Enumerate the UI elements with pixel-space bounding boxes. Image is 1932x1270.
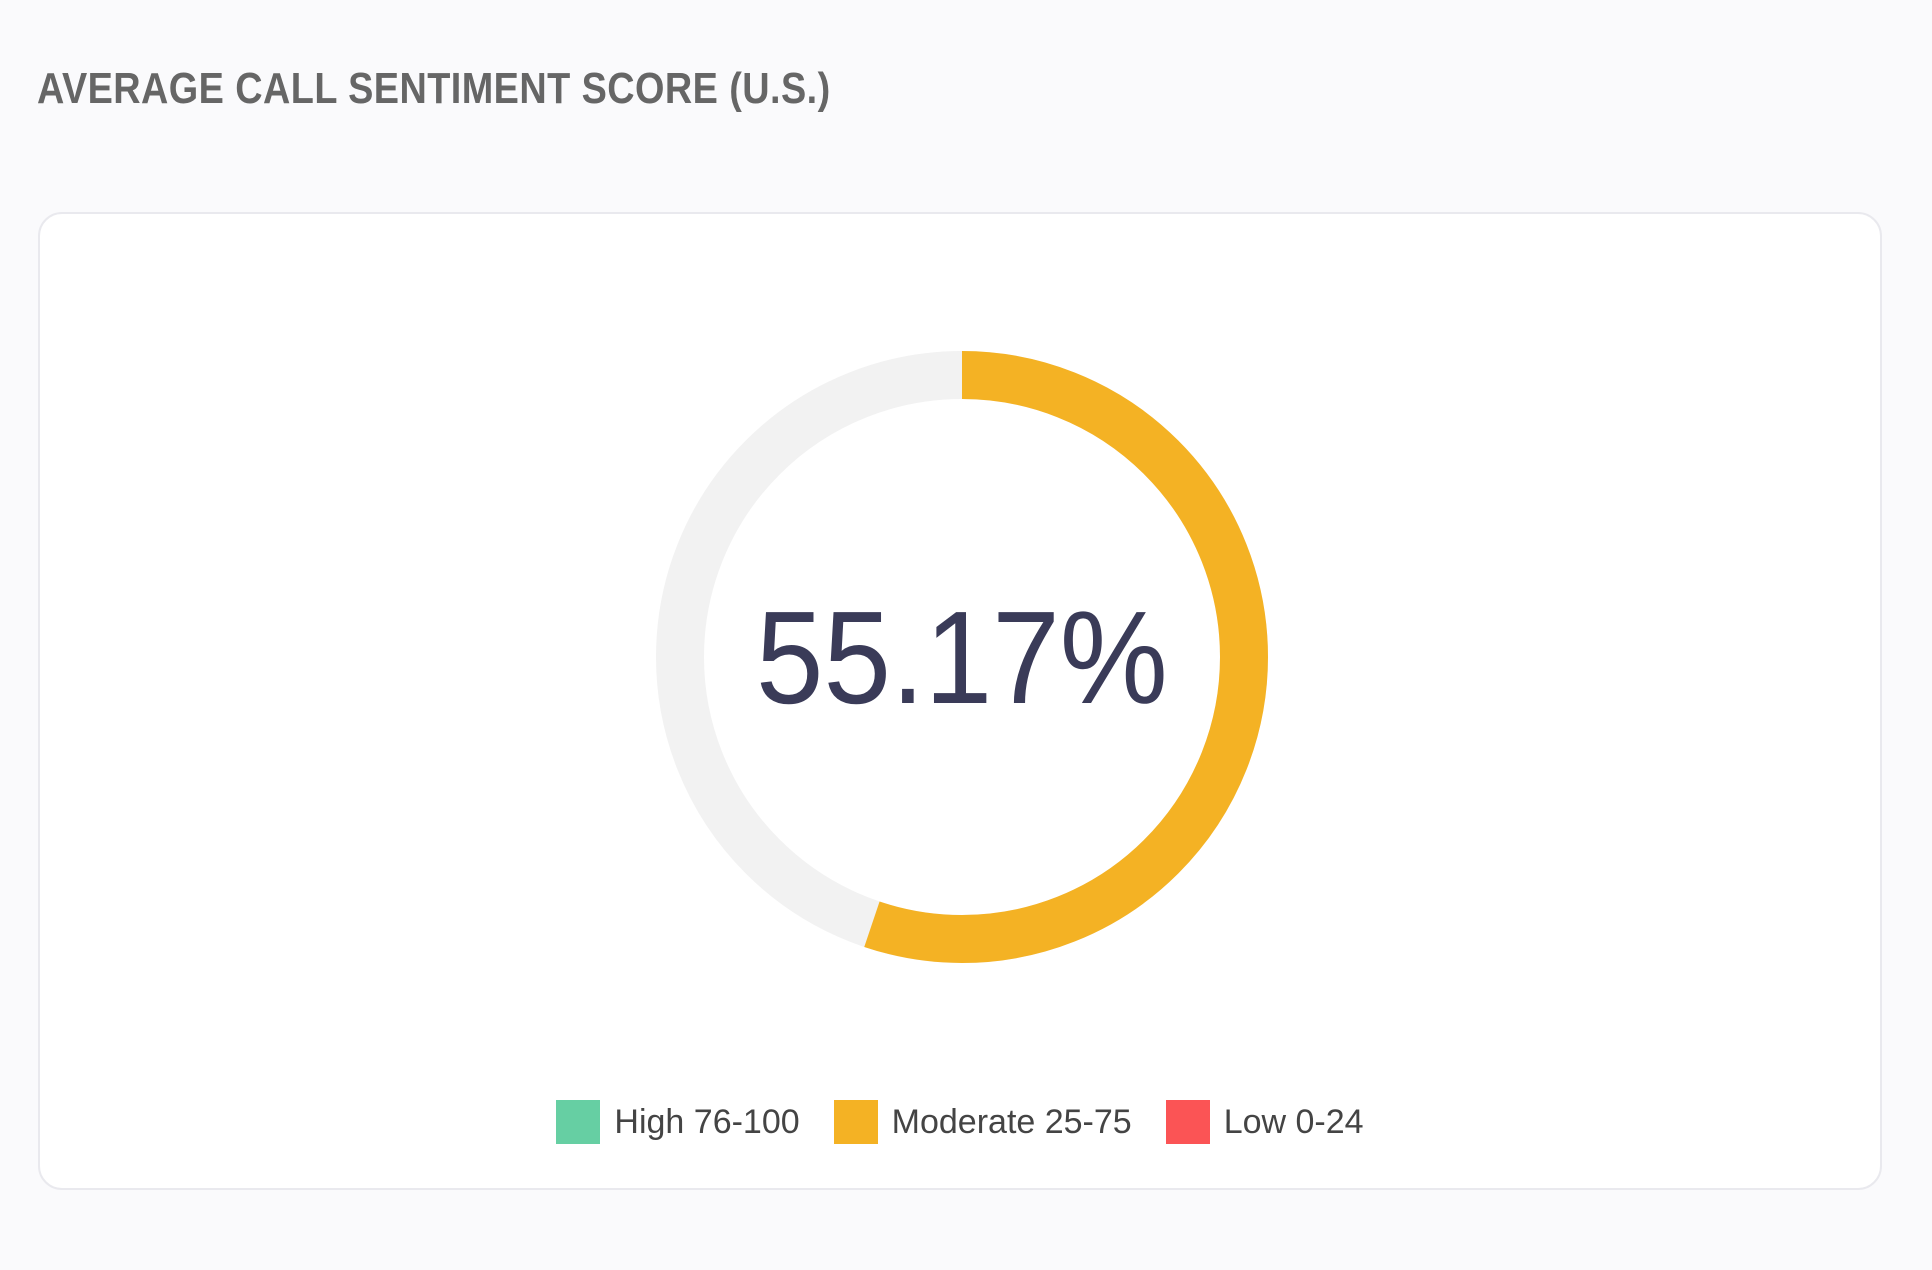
legend-item-high: High 76-100 [556,1100,800,1144]
sentiment-gauge [656,351,1268,963]
legend-item-moderate: Moderate 25-75 [833,1100,1132,1144]
gauge-value-label: 55.17% [756,583,1168,731]
sentiment-card: 55.17% High 76-100 Moderate 25-75 Low 0-… [38,212,1882,1190]
legend-swatch-high [556,1100,601,1144]
gauge-value-container: 55.17% [656,351,1268,963]
legend-swatch-low [1165,1100,1210,1144]
legend-item-low: Low 0-24 [1165,1100,1364,1144]
legend: High 76-100 Moderate 25-75 Low 0-24 [40,1098,1880,1146]
legend-label-high: High 76-100 [614,1102,800,1141]
legend-swatch-moderate [833,1100,878,1144]
legend-label-moderate: Moderate 25-75 [891,1102,1132,1141]
page-title: AVERAGE CALL SENTIMENT SCORE (U.S.) [37,64,831,113]
gauge-fill-arc [656,351,1268,963]
legend-label-low: Low 0-24 [1223,1102,1364,1141]
